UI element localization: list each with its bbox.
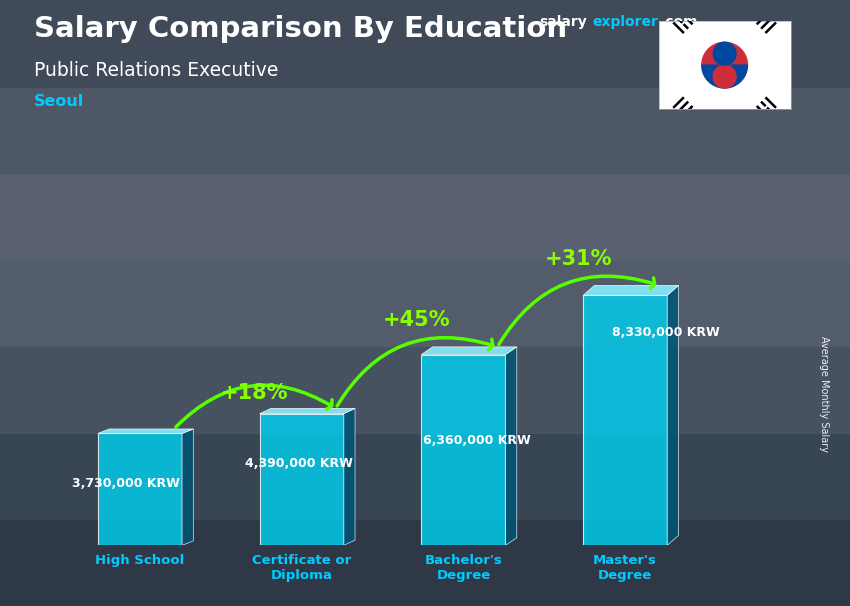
Bar: [583, 295, 667, 545]
Polygon shape: [702, 42, 747, 65]
Text: Salary Comparison By Education: Salary Comparison By Education: [34, 15, 567, 43]
Bar: [0, 260, 850, 346]
Polygon shape: [702, 65, 747, 88]
Text: Seoul: Seoul: [34, 94, 84, 109]
Bar: [0, 519, 850, 606]
Polygon shape: [506, 347, 517, 545]
Text: +18%: +18%: [221, 384, 288, 404]
Polygon shape: [667, 285, 678, 545]
Text: 4,390,000 KRW: 4,390,000 KRW: [245, 457, 353, 470]
Text: .com: .com: [660, 15, 698, 29]
Polygon shape: [583, 285, 678, 295]
Bar: [98, 433, 182, 545]
Bar: [0, 433, 850, 519]
Text: explorer: explorer: [592, 15, 658, 29]
Bar: [0, 346, 850, 433]
Bar: [0, 0, 850, 87]
Bar: [0, 87, 850, 173]
Polygon shape: [182, 429, 193, 545]
Polygon shape: [343, 408, 355, 545]
Bar: [259, 414, 343, 545]
Circle shape: [713, 65, 736, 88]
Bar: [0, 173, 850, 260]
Text: 3,730,000 KRW: 3,730,000 KRW: [72, 478, 180, 490]
Text: 6,360,000 KRW: 6,360,000 KRW: [423, 434, 530, 447]
Text: Public Relations Executive: Public Relations Executive: [34, 61, 278, 79]
Text: salary: salary: [540, 15, 587, 29]
Polygon shape: [98, 429, 193, 433]
Text: +45%: +45%: [382, 310, 450, 330]
Text: Average Monthly Salary: Average Monthly Salary: [819, 336, 829, 452]
Text: 8,330,000 KRW: 8,330,000 KRW: [612, 327, 720, 339]
Polygon shape: [422, 347, 517, 355]
Circle shape: [713, 42, 736, 65]
Bar: [422, 355, 506, 545]
Polygon shape: [259, 408, 355, 414]
Text: +31%: +31%: [545, 248, 612, 268]
